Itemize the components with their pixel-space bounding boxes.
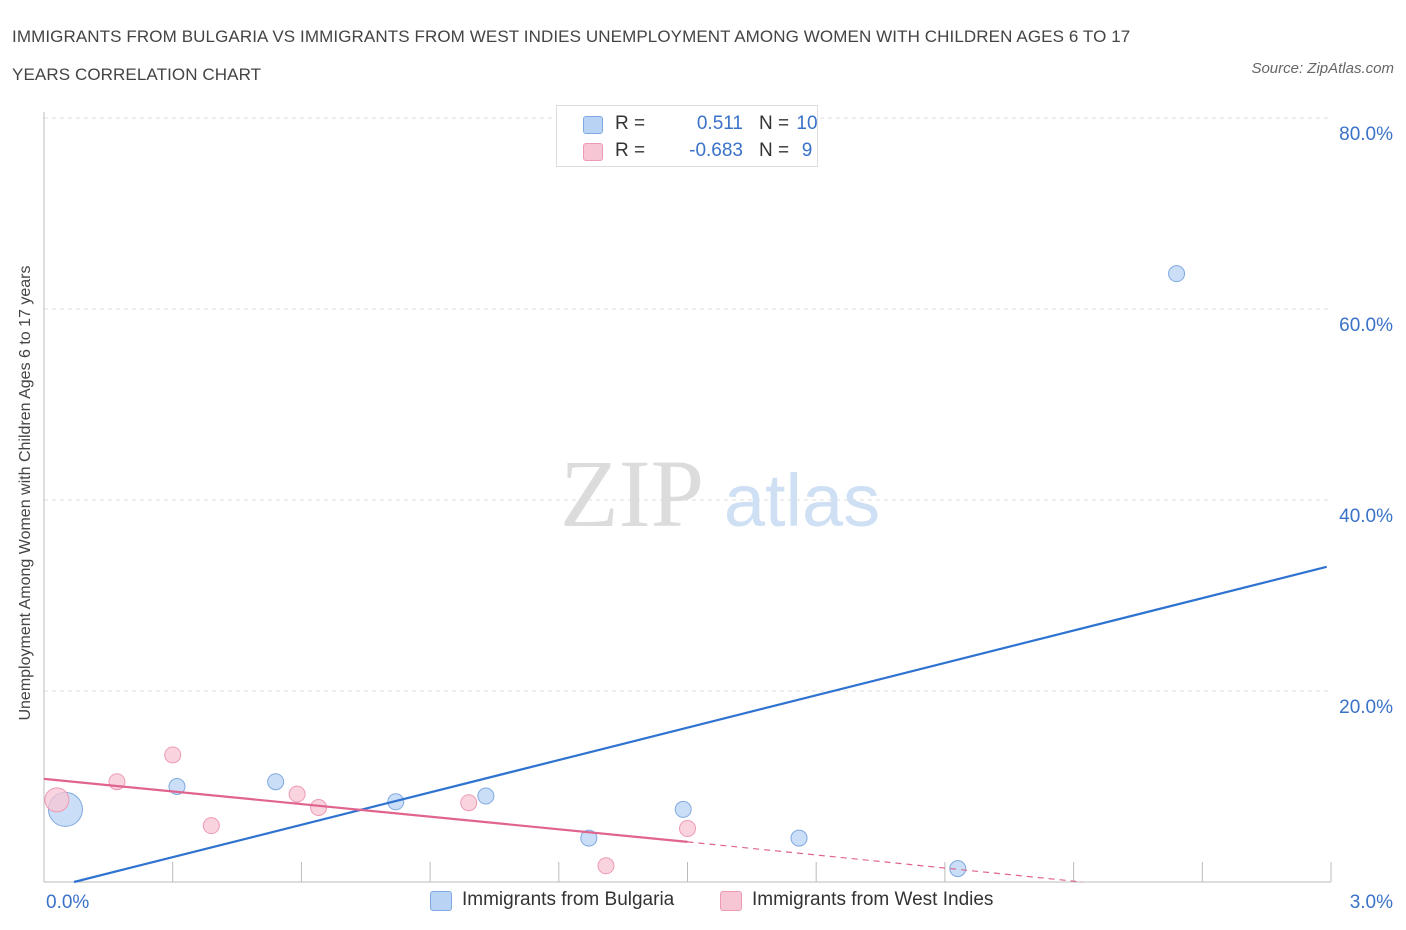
bulgaria-swatch (430, 891, 452, 911)
legend-label-bulgaria: Immigrants from Bulgaria (462, 889, 675, 910)
west-indies-point (44, 787, 70, 813)
trend-lines (43, 565, 1327, 884)
west-indies-trend-line (43, 777, 688, 843)
bulgaria-point (1168, 265, 1186, 283)
west-indies-point (164, 746, 182, 764)
r-label: R = (615, 113, 646, 134)
n-label: N = (759, 140, 790, 161)
west-indies-point (202, 817, 220, 835)
r-value: -0.683 (689, 140, 743, 161)
y-tick-label: 20.0% (1339, 697, 1393, 718)
bulgaria-point (580, 829, 598, 847)
watermark-zip: ZIP (560, 440, 704, 547)
n-label: N = (759, 113, 790, 134)
n-value: 10 (796, 113, 818, 134)
west-indies-point (597, 857, 615, 875)
tick-labels: 20.0% 40.0% 60.0% 80.0% 0.0% 3.0% (46, 124, 1393, 913)
west-indies-point (460, 794, 478, 812)
west-indies-swatch (583, 143, 603, 161)
bulgaria-point (267, 773, 285, 791)
n-value: 9 (801, 140, 813, 161)
watermark: ZIP atlas (560, 440, 880, 547)
bulgaria-point (949, 860, 967, 878)
axes (43, 112, 1332, 883)
y-tick-label: 60.0% (1339, 315, 1393, 336)
data-points (44, 265, 1186, 878)
bulgaria-point (674, 800, 692, 818)
west-indies-swatch (720, 891, 742, 911)
correlation-legend: R = 0.511 N = 10 R = -0.683 N = 9 (556, 105, 818, 167)
grid-lines (44, 117, 1331, 692)
r-label: R = (615, 140, 646, 161)
chart-title: IMMIGRANTS FROM BULGARIA VS IMMIGRANTS F… (12, 27, 1131, 84)
bulgaria-point (477, 787, 495, 805)
x-tick-label: 3.0% (1350, 892, 1393, 913)
source-label: Source: ZipAtlas.com (1251, 60, 1394, 77)
x-tick-label: 0.0% (46, 892, 89, 913)
west-indies-trend-extension (687, 841, 1083, 883)
y-tick-label: 80.0% (1339, 124, 1393, 145)
watermark-atlas: atlas (724, 459, 880, 542)
bulgaria-trend-line (73, 565, 1327, 884)
bulgaria-swatch (583, 116, 603, 134)
legend-label-west-indies: Immigrants from West Indies (752, 889, 994, 910)
r-value: 0.511 (696, 113, 743, 134)
west-indies-point (310, 799, 328, 817)
bulgaria-point (790, 829, 808, 847)
west-indies-point (679, 820, 696, 838)
y-tick-label: 40.0% (1339, 506, 1393, 527)
west-indies-point (288, 785, 306, 803)
